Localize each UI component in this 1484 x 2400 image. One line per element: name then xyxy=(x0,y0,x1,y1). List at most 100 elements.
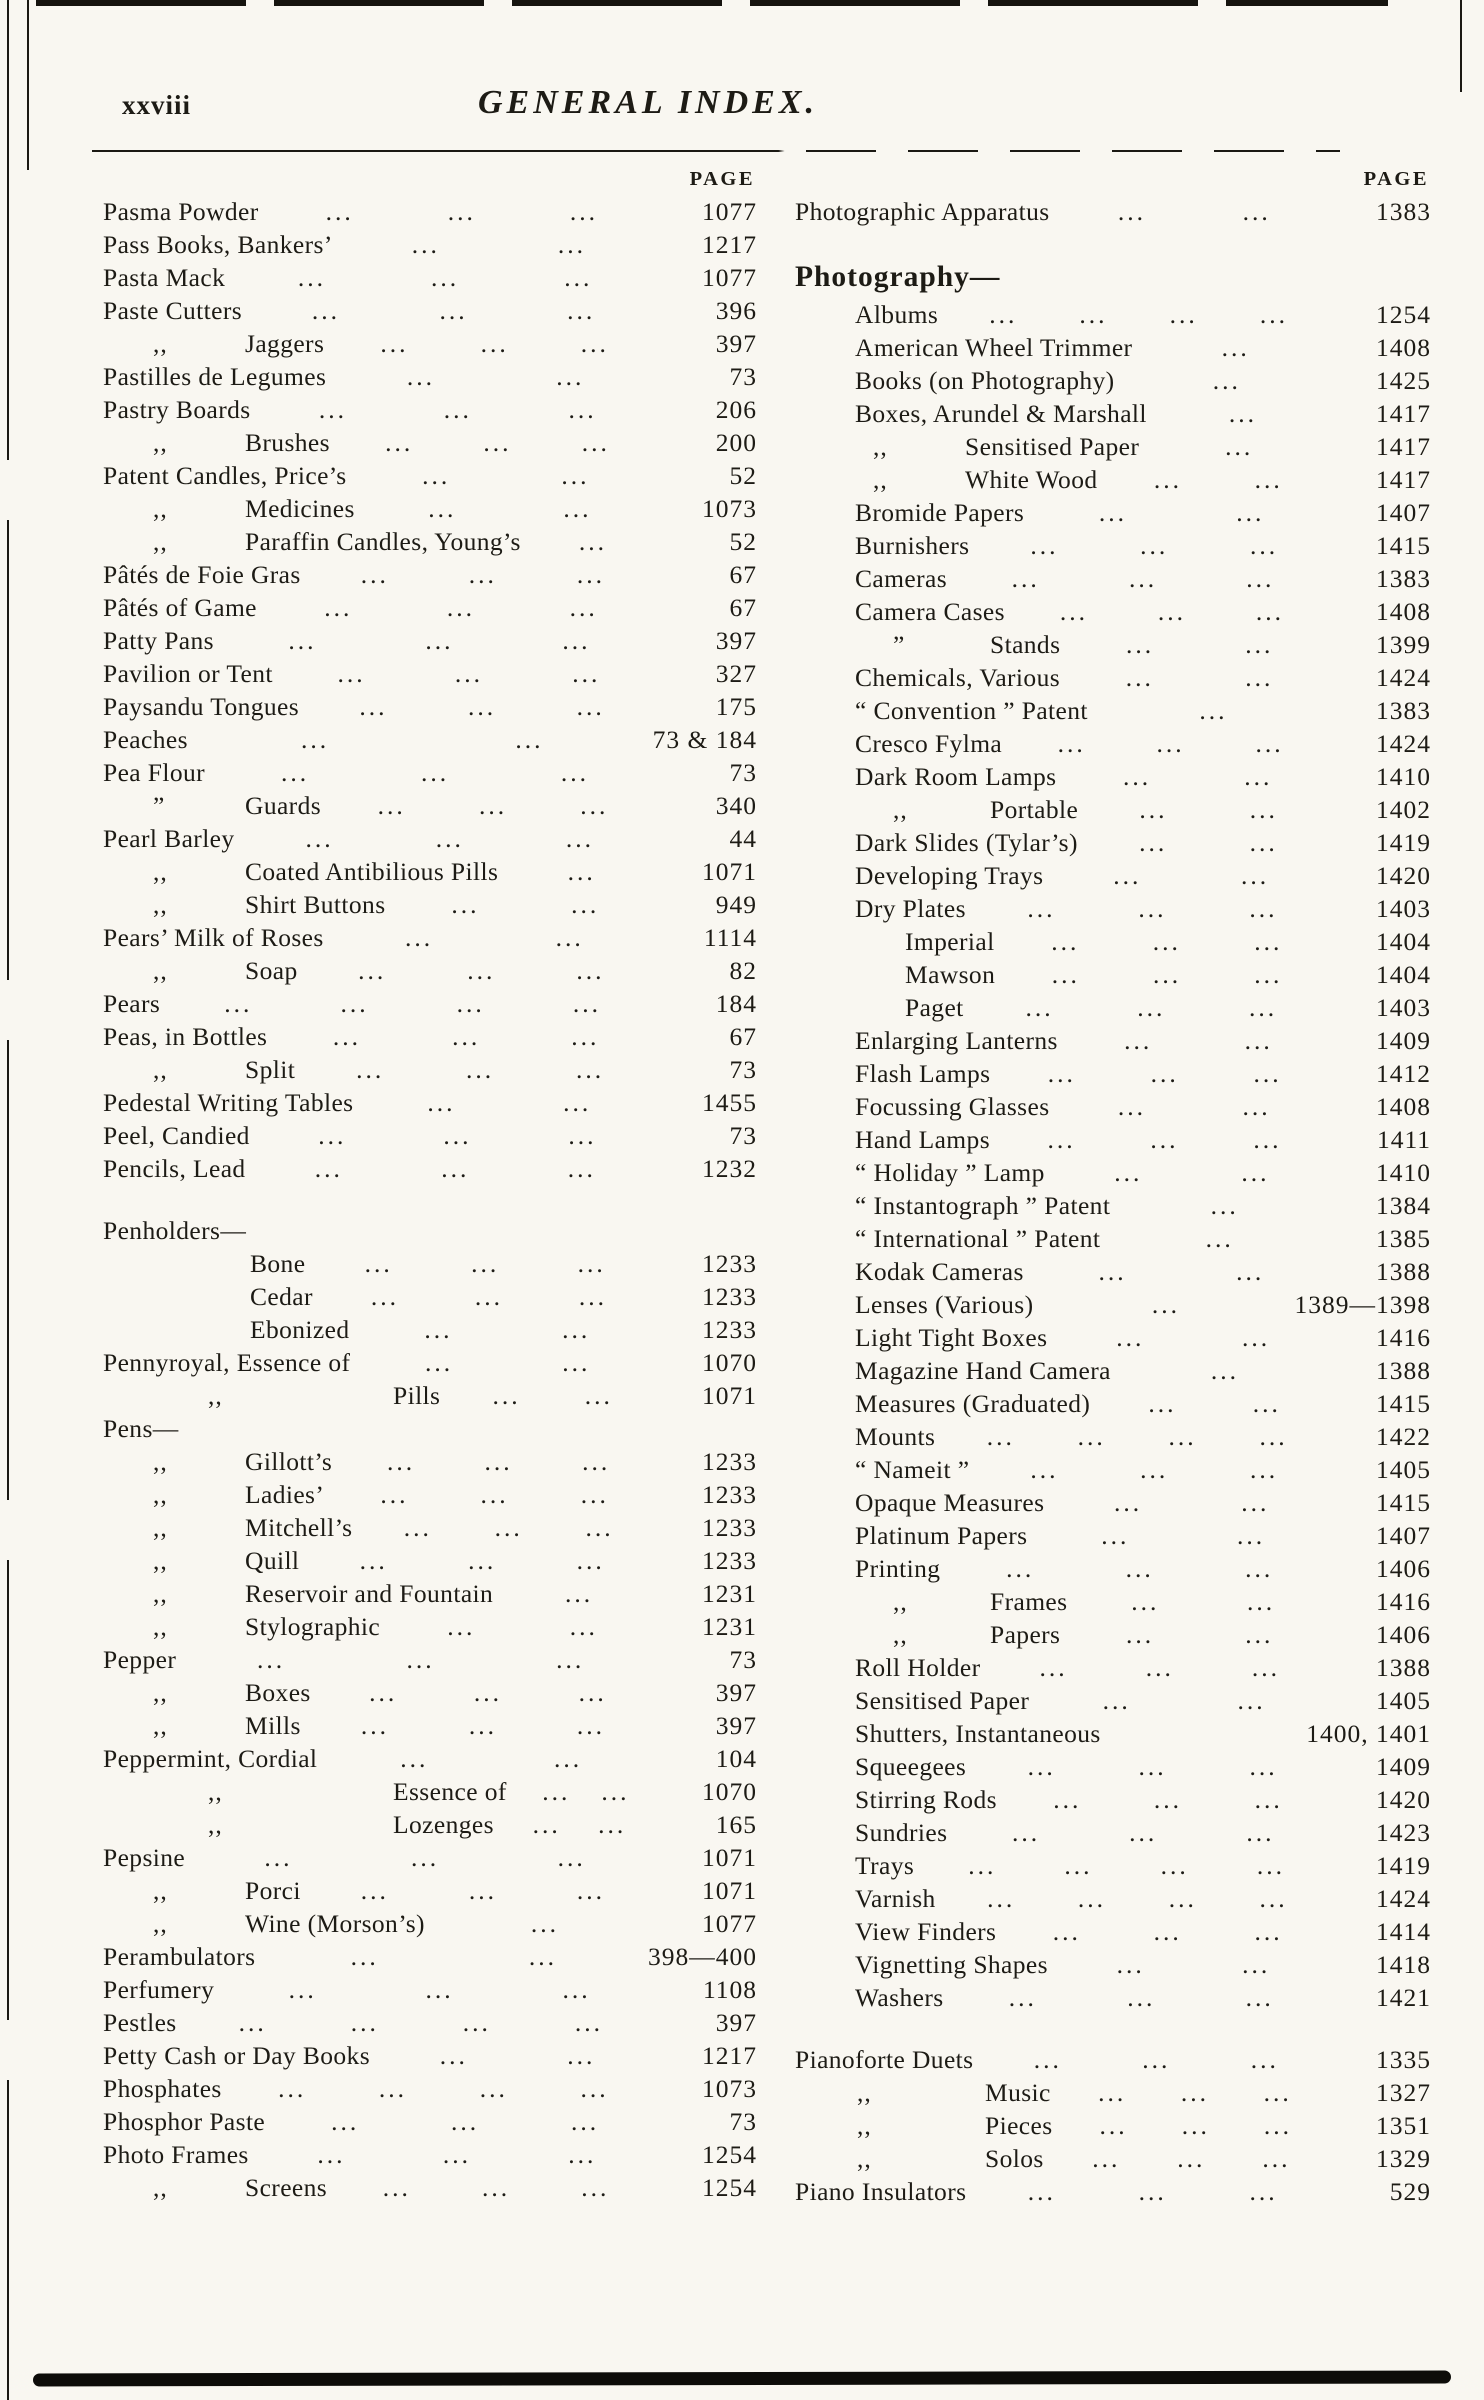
dot-leader: ... xyxy=(1221,333,1250,362)
page-number: 396 xyxy=(715,296,757,325)
page-number: 1388 xyxy=(1376,1257,1431,1286)
dot-leader: ......... xyxy=(288,1975,591,2004)
page-number: 1071 xyxy=(702,1381,757,1410)
entry-label: Pianoforte Duets xyxy=(795,2045,974,2074)
index-row: Sensitised Paper...... 1405 xyxy=(795,1684,1431,1717)
page-number: 1383 xyxy=(1376,696,1431,725)
page-number: 1385 xyxy=(1376,1224,1431,1253)
dot-leader: ...... xyxy=(1125,663,1274,692)
page-number: 1408 xyxy=(1376,597,1431,626)
dot-leader: ............ xyxy=(989,300,1288,329)
entry-label: Mounts xyxy=(855,1422,936,1451)
index-row: Light Tight Boxes...... 1416 xyxy=(795,1321,1431,1354)
index-section-heading: Penholders— xyxy=(103,1214,757,1247)
dot-leader: ... xyxy=(567,857,596,886)
page-number: 1232 xyxy=(702,1154,757,1183)
ditto-mark: ,, xyxy=(208,1777,223,1806)
ditto-mark: ,, xyxy=(153,1546,168,1575)
index-row: Mounts............ 1422 xyxy=(795,1420,1431,1453)
page-number: 1415 xyxy=(1376,531,1431,560)
page-number: 1425 xyxy=(1376,366,1431,395)
entry-label: Pâtés of Game xyxy=(103,593,257,622)
dot-leader: ... xyxy=(1225,432,1254,461)
index-row: ,, Frames...... 1416 xyxy=(795,1585,1431,1618)
dot-leader: ......... xyxy=(324,593,598,622)
index-row: Pestles............ 397 xyxy=(103,2006,757,2039)
index-rows-left: Pasma Powder......... 1077 Pass Books, Ban… xyxy=(103,195,757,2204)
index-row: Pea Flour......... 73 xyxy=(103,756,757,789)
index-row: Bromide Papers...... 1407 xyxy=(795,496,1431,529)
index-row: Pasma Powder......... 1077 xyxy=(103,195,757,228)
page-number: 1409 xyxy=(1376,1026,1431,1055)
entry-label: Photography— xyxy=(795,261,1001,293)
entry-label: Ladies’ xyxy=(245,1480,325,1509)
dot-leader: ......... xyxy=(1033,2045,1279,2074)
entry-label: Pears xyxy=(103,989,161,1018)
dot-leader: ............ xyxy=(238,2008,603,2037)
page-number: 52 xyxy=(729,527,757,556)
index-row: ,, Shirt Buttons...... 949 xyxy=(103,888,757,921)
entry-label: Bromide Papers xyxy=(855,498,1025,527)
entry-label: Coated Antibilious Pills xyxy=(245,857,499,886)
dot-leader: ...... xyxy=(451,890,600,919)
dot-leader: ......... xyxy=(288,626,591,655)
index-row: Flash Lamps......... 1412 xyxy=(795,1057,1431,1090)
dot-leader: ...... xyxy=(350,1942,557,1971)
ditto-mark: ,, xyxy=(153,956,168,985)
index-row: Pepper......... 73 xyxy=(103,1643,757,1676)
index-row: Pennyroyal, Essence of...... 1070 xyxy=(103,1346,757,1379)
index-row: ,, Reservoir and Fountain... 1231 xyxy=(103,1577,757,1610)
index-row: Pavilion or Tent......... 327 xyxy=(103,657,757,690)
ditto-mark: ,, xyxy=(153,1480,168,1509)
dot-leader: ......... xyxy=(359,692,605,721)
entry-label: “ Holiday ” Lamp xyxy=(855,1158,1045,1187)
dot-leader: ......... xyxy=(1059,597,1285,626)
page-number: 104 xyxy=(715,1744,757,1773)
dot-leader: ...... xyxy=(1139,828,1278,857)
index-row: Stirring Rods......... 1420 xyxy=(795,1783,1431,1816)
dot-leader: ......... xyxy=(360,1876,605,1905)
page-number: 1329 xyxy=(1376,2144,1431,2173)
dot-leader: ... xyxy=(565,1579,594,1608)
entry-label: “ Instantograph ” Patent xyxy=(855,1191,1111,1220)
index-row: Squeegees......... 1409 xyxy=(795,1750,1431,1783)
entry-label: Pasma Powder xyxy=(103,197,259,226)
dot-leader: ......... xyxy=(1027,894,1278,923)
dot-leader: ... xyxy=(1210,1191,1239,1220)
index-row: Focussing Glasses...... 1408 xyxy=(795,1090,1431,1123)
ditto-mark: ,, xyxy=(873,432,888,461)
entry-label: Sundries xyxy=(855,1818,948,1847)
entry-label: American Wheel Trimmer xyxy=(855,333,1133,362)
index-row: Pepsine......... 1071 xyxy=(103,1841,757,1874)
index-row: Measures (Graduated)...... 1415 xyxy=(795,1387,1431,1420)
index-rows-right: Photographic Apparatus...... 1383 Photogra… xyxy=(795,195,1431,2208)
entry-label: Dry Plates xyxy=(855,894,966,923)
page-number: 1415 xyxy=(1376,1389,1431,1418)
entry-label: Enlarging Lanterns xyxy=(855,1026,1058,1055)
index-row: Albums............ 1254 xyxy=(795,298,1431,331)
ditto-mark: ,, xyxy=(893,795,908,824)
page-number: 1254 xyxy=(1376,300,1431,329)
entry-label: Phosphates xyxy=(103,2074,222,2103)
index-row: Washers......... 1421 xyxy=(795,1981,1431,2014)
index-row: Pastry Boards......... 206 xyxy=(103,393,757,426)
ditto-mark: ,, xyxy=(153,527,168,556)
dot-leader: ......... xyxy=(332,1022,600,1051)
index-row: Magazine Hand Camera... 1388 xyxy=(795,1354,1431,1387)
entry-label: Patty Pans xyxy=(103,626,214,655)
index-row: ,, Porci......... 1071 xyxy=(103,1874,757,1907)
entry-label: Penholders— xyxy=(103,1216,247,1245)
entry-label: Trays xyxy=(855,1851,915,1880)
index-row: ,, Essence of...... 1070 xyxy=(103,1775,757,1808)
page-number: 1335 xyxy=(1376,2045,1431,2074)
entry-label: Books (on Photography) xyxy=(855,366,1115,395)
index-column-left: PAGE Pasma Powder......... 1077 Pass Books… xyxy=(103,163,757,2204)
dot-leader: ......... xyxy=(370,1282,608,1311)
entry-label: Bone xyxy=(250,1249,306,1278)
dot-leader: ...... xyxy=(427,1088,592,1117)
index-row: Dry Plates......... 1403 xyxy=(795,892,1431,925)
entry-label: Mawson xyxy=(905,960,996,989)
dot-leader: ...... xyxy=(1125,1620,1274,1649)
page-number: 1383 xyxy=(1376,564,1431,593)
entry-label: Soap xyxy=(245,956,298,985)
